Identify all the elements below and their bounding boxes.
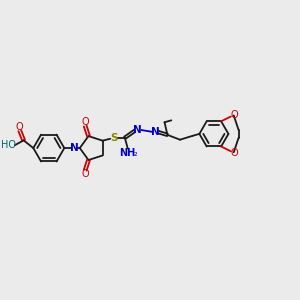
Text: S: S bbox=[110, 133, 118, 143]
Text: O: O bbox=[231, 110, 238, 119]
Text: O: O bbox=[81, 169, 89, 179]
Text: N: N bbox=[152, 127, 160, 137]
Text: O: O bbox=[231, 148, 238, 158]
Text: NH: NH bbox=[120, 148, 136, 158]
Text: ₂: ₂ bbox=[134, 149, 137, 158]
Text: N: N bbox=[70, 143, 78, 153]
Text: HO: HO bbox=[1, 140, 16, 150]
Text: O: O bbox=[81, 117, 89, 127]
Text: N: N bbox=[133, 125, 142, 135]
Text: O: O bbox=[16, 122, 24, 132]
